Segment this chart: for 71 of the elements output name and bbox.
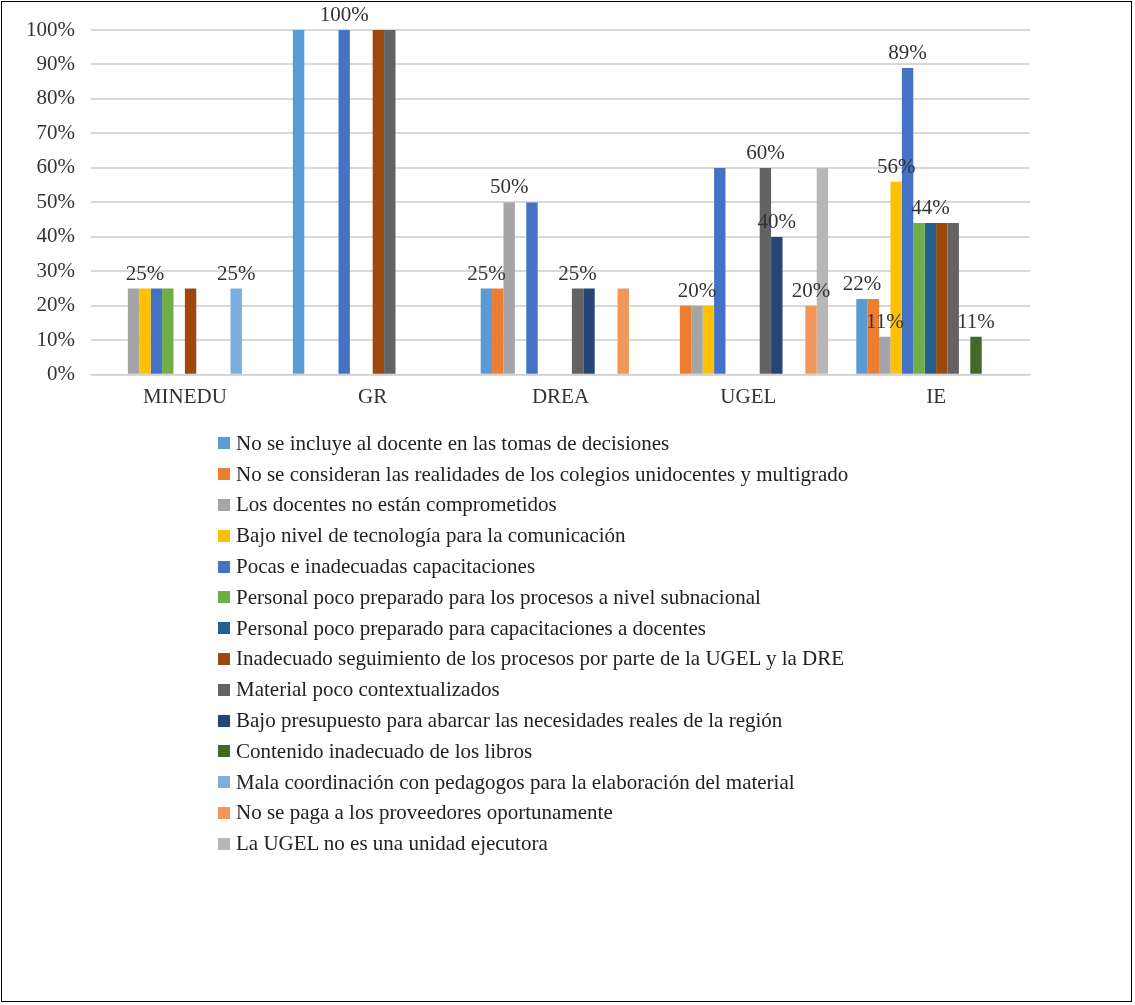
legend-label: Inadecuado seguimiento de los procesos por parte de la UGEL y la DRE — [236, 646, 845, 672]
bar — [480, 288, 493, 374]
y-tick-label: 10% — [36, 326, 75, 351]
legend-label: Personal poco preparado para capacitaciones a docentes — [236, 615, 706, 641]
y-tick-label: 20% — [36, 292, 75, 317]
bar — [617, 288, 629, 374]
data-label: 60% — [746, 139, 785, 164]
x-tick-label: IE — [926, 383, 947, 408]
bar — [372, 30, 385, 374]
bar — [184, 288, 197, 374]
y-tick-label: 80% — [36, 85, 75, 110]
data-label: 25% — [467, 260, 506, 285]
y-tick-label: 100% — [25, 16, 75, 41]
bar — [679, 305, 692, 374]
bar — [384, 30, 396, 374]
y-tick-label: 90% — [36, 51, 75, 75]
data-label: 50% — [489, 174, 529, 199]
bar — [492, 288, 504, 374]
legend-label: Personal poco preparado para los procesos a nivel subnacional — [236, 584, 761, 610]
x-tick-label: MINEDU — [142, 383, 227, 408]
data-label: 89% — [888, 39, 927, 64]
y-tick-label: 0% — [46, 361, 75, 386]
legend-label: La UGEL no es una unidad ejecutora — [236, 831, 548, 857]
data-label: 11% — [957, 308, 995, 333]
bar — [879, 336, 891, 374]
bar — [714, 167, 726, 374]
data-label: 22% — [842, 270, 882, 295]
bar — [702, 305, 715, 374]
bar — [150, 288, 163, 374]
bar — [127, 288, 140, 374]
legend-label: Material poco contextualizados — [236, 677, 500, 703]
bar — [230, 288, 242, 374]
data-label: 100% — [319, 2, 369, 27]
legend-label: No se paga a los proveedores oportunamente — [236, 800, 613, 826]
legend-label: Contenido inadecuado de los libros — [236, 738, 533, 764]
bar — [805, 305, 817, 374]
bar — [338, 30, 350, 374]
bar — [571, 288, 584, 374]
y-tick-label: 30% — [36, 257, 75, 282]
legend-label: No se consideran las realidades de los colegios unidocentes y multigrado — [236, 461, 849, 487]
bar — [583, 288, 595, 374]
bar — [913, 223, 925, 374]
bar — [970, 336, 982, 374]
x-tick-label: DREA — [531, 383, 590, 408]
data-label: 25% — [125, 260, 165, 285]
legend-label: Bajo presupuesto para abarcar las necesidades reales de la región — [236, 708, 783, 734]
legend-label: Mala coordinación con pedagogos para la elaboración del material — [236, 769, 795, 795]
bar — [691, 305, 703, 374]
legend-label: No se incluye al docente en las tomas de decisiones — [236, 430, 670, 456]
bar — [771, 236, 783, 374]
bar — [947, 223, 959, 374]
bar — [526, 202, 538, 374]
bar — [139, 288, 151, 374]
bar — [924, 223, 937, 374]
bar — [503, 202, 515, 374]
legend-label: Pocas e inadecuadas capacitaciones — [236, 554, 536, 580]
y-tick-label: 40% — [36, 223, 75, 248]
data-label: 20% — [791, 277, 831, 302]
bar — [292, 30, 305, 374]
bar — [936, 223, 948, 374]
data-label: 25% — [216, 260, 256, 285]
legend-label: Los docentes no están comprometidos — [236, 492, 557, 518]
y-tick-label: 70% — [36, 119, 75, 144]
x-tick-label: GR — [358, 383, 388, 408]
bar — [856, 298, 868, 374]
data-label: 25% — [558, 260, 597, 285]
legend-label: Bajo nivel de tecnología para la comunicación — [236, 523, 626, 549]
bar — [162, 288, 174, 374]
y-tick-label: 60% — [36, 154, 75, 179]
x-tick-label: UGEL — [720, 383, 777, 408]
y-tick-label: 50% — [36, 188, 75, 213]
